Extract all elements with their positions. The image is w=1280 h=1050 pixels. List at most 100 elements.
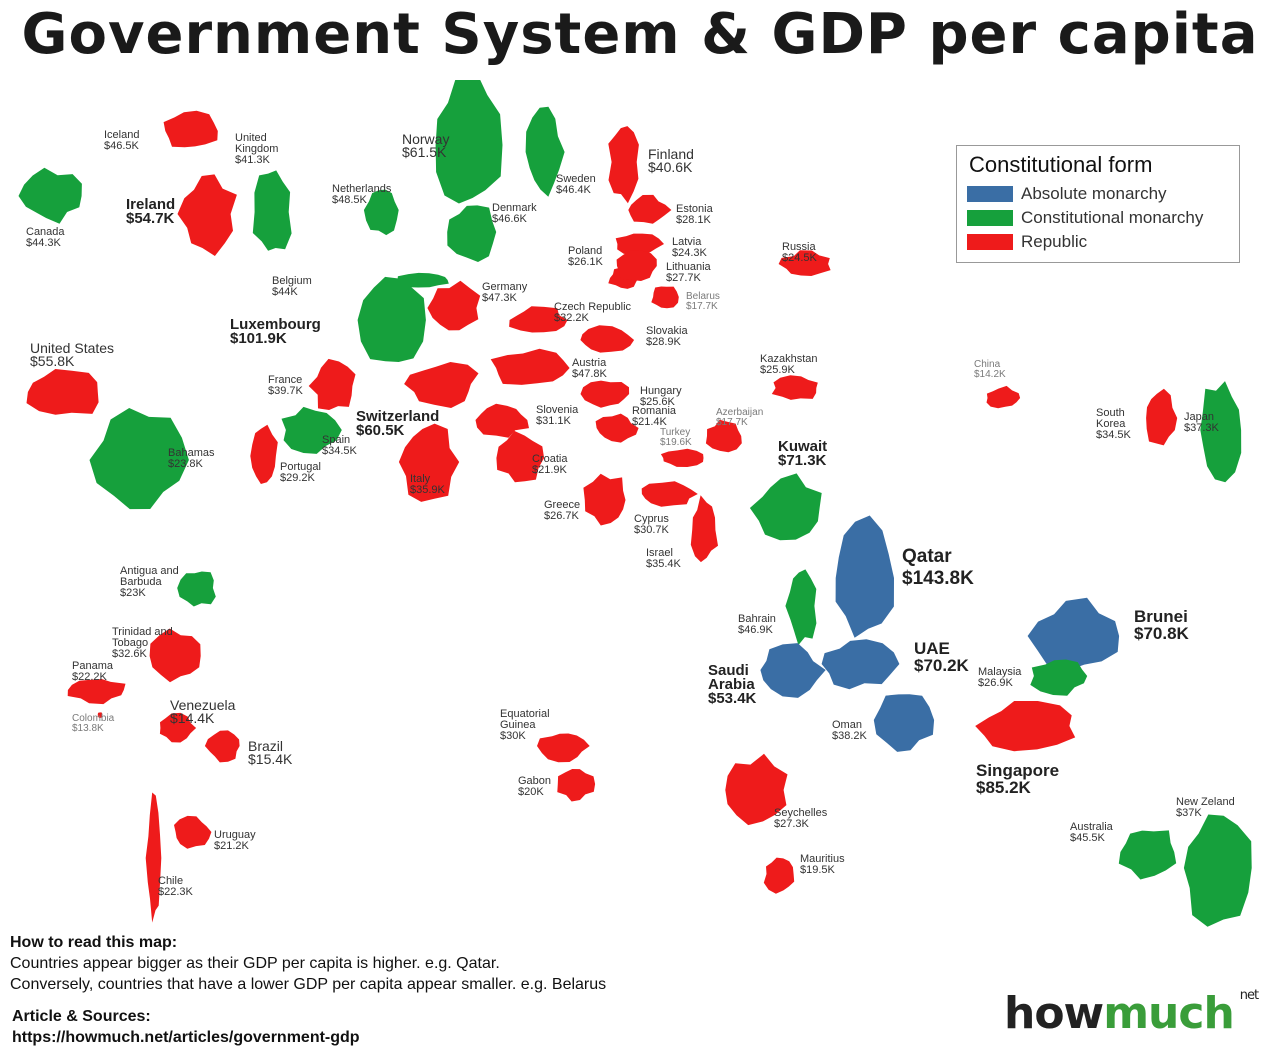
country-name: Qatar (902, 546, 952, 567)
country-label-slovenia: Slovenia $31.1K (536, 405, 578, 427)
country-shape-kuwait (749, 473, 822, 541)
country-gdp: $47.3K (482, 292, 517, 304)
country-shape-brazil (204, 730, 240, 763)
country-shape-estonia (628, 194, 672, 224)
country-shape-seychelles (725, 753, 788, 826)
country-name: Latvia (672, 236, 702, 248)
country-label-bahrain: Bahrain $46.9K (738, 614, 776, 636)
country-gdp: $13.8K (72, 723, 104, 734)
country-name: Panama (72, 660, 113, 672)
country-name: Chile (158, 875, 184, 887)
country-label-oman: Oman $38.2K (832, 720, 867, 742)
country-shape-trinidad-and-tobago (149, 628, 201, 683)
country-name: Slovakia (646, 325, 688, 337)
country-gdp: $22.2K (72, 671, 107, 683)
country-label-saudi-arabia: Saudi Arabia $53.4K (708, 662, 756, 706)
legend-item-republic: Republic (967, 230, 1229, 254)
country-gdp: $37K (1176, 807, 1202, 819)
country-gdp: $14.2K (974, 369, 1006, 380)
country-name: Azerbaijan (716, 407, 764, 418)
country-name: Iceland (104, 129, 140, 141)
country-shape-croatia (496, 430, 545, 483)
country-label-antigua-and-barbuda: Antigua and Barbuda $23K (120, 566, 179, 599)
country-gdp: $21.9K (532, 464, 567, 476)
legend-swatch-absolute (967, 186, 1013, 202)
country-name: Denmark (492, 202, 537, 214)
legend-label-constitutional: Constitutional monarchy (1021, 208, 1204, 227)
country-name: Bahrain (738, 613, 776, 625)
country-gdp: $39.7K (268, 385, 303, 397)
country-name: Germany (482, 281, 528, 293)
country-gdp: $23K (120, 587, 146, 599)
country-shape-sweden (525, 106, 565, 197)
country-name: Norway (402, 131, 450, 147)
country-label-trinidad-and-tobago: Trinidad and Tobago $32.6K (112, 627, 173, 660)
legend-title: Constitutional form (969, 152, 1153, 177)
country-label-italy: Italy $35.9K (410, 474, 445, 496)
country-name: Trinidad and Tobago (112, 626, 173, 649)
country-shape-uae (821, 639, 900, 690)
country-gdp: $71.3K (778, 452, 827, 469)
country-gdp: $31.1K (536, 415, 571, 427)
country-shape-venezuela (159, 712, 197, 743)
country-shape-finland (608, 126, 639, 204)
country-shape-greece (583, 473, 626, 526)
country-gdp: $28.9K (646, 336, 681, 348)
country-name: Finland (648, 146, 694, 162)
country-shape-australia (1118, 830, 1177, 880)
country-name: Brazil (248, 738, 284, 754)
country-name: Belarus (686, 291, 720, 302)
country-label-kazakhstan: Kazakhstan $25.9K (760, 354, 817, 376)
country-name: Seychelles (774, 807, 828, 819)
country-name: United States (30, 340, 115, 356)
country-name: Mauritius (800, 853, 845, 865)
country-name: Saudi Arabia (708, 662, 755, 693)
legend-label-republic: Republic (1021, 232, 1088, 251)
country-label-colombia: Colombia $13.8K (72, 714, 114, 734)
country-label-romania: Romania $21.4K (632, 406, 676, 428)
country-name: Israel (646, 547, 673, 559)
country-label-latvia: Latvia $24.3K (672, 237, 707, 259)
country-label-estonia: Estonia $28.1K (676, 204, 713, 226)
country-shape-saudi-arabia (760, 643, 826, 698)
country-shape-qatar (835, 515, 894, 638)
country-label-czech-republic: Czech Republic $32.2K (554, 302, 631, 324)
country-gdp: $26.1K (568, 256, 603, 268)
country-gdp: $27.3K (774, 818, 809, 830)
sources: Article & Sources: https://howmuch.net/a… (12, 1006, 360, 1048)
country-gdp: $24.3K (672, 247, 707, 259)
country-name: Oman (832, 719, 862, 731)
country-gdp: $40.6K (648, 159, 693, 175)
country-name: Greece (544, 499, 581, 511)
country-label-switzerland: Switzerland $60.5K (356, 409, 439, 438)
country-gdp: $27.7K (666, 272, 701, 284)
country-name: Japan (1184, 411, 1214, 423)
country-gdp: $26.7K (544, 510, 579, 522)
country-name: Sweden (556, 173, 596, 185)
country-gdp: $143.8K (902, 568, 974, 589)
country-name: Uruguay (214, 829, 256, 841)
country-shape-japan (1200, 381, 1242, 483)
country-gdp: $55.8K (30, 353, 75, 369)
country-shape-norway (435, 80, 503, 204)
country-name: Spain (322, 434, 351, 446)
country-shape-mauritius (763, 857, 795, 894)
country-name: Australia (1070, 821, 1113, 833)
country-shape-israel (690, 495, 718, 563)
country-label-denmark: Denmark $46.6K (492, 203, 537, 225)
country-gdp: $70.8K (1134, 624, 1189, 643)
country-gdp: $29.2K (280, 472, 315, 484)
country-shape-malaysia (1030, 659, 1088, 696)
sources-url[interactable]: https://howmuch.net/articles/government-… (12, 1029, 360, 1046)
country-shape-denmark (447, 205, 497, 262)
country-label-hungary: Hungary $25.6K (640, 386, 682, 408)
country-label-turkey: Turkey $19.6K (660, 428, 692, 448)
country-label-belarus: Belarus $17.7K (686, 292, 720, 312)
country-shape-luxembourg (397, 272, 449, 288)
country-name: Estonia (676, 203, 713, 215)
country-name: Cyprus (634, 513, 669, 525)
country-gdp: $46.4K (556, 184, 591, 196)
country-name: UAE (914, 639, 950, 658)
country-shape-slovenia (475, 403, 529, 438)
country-shape-belgium (357, 276, 426, 362)
